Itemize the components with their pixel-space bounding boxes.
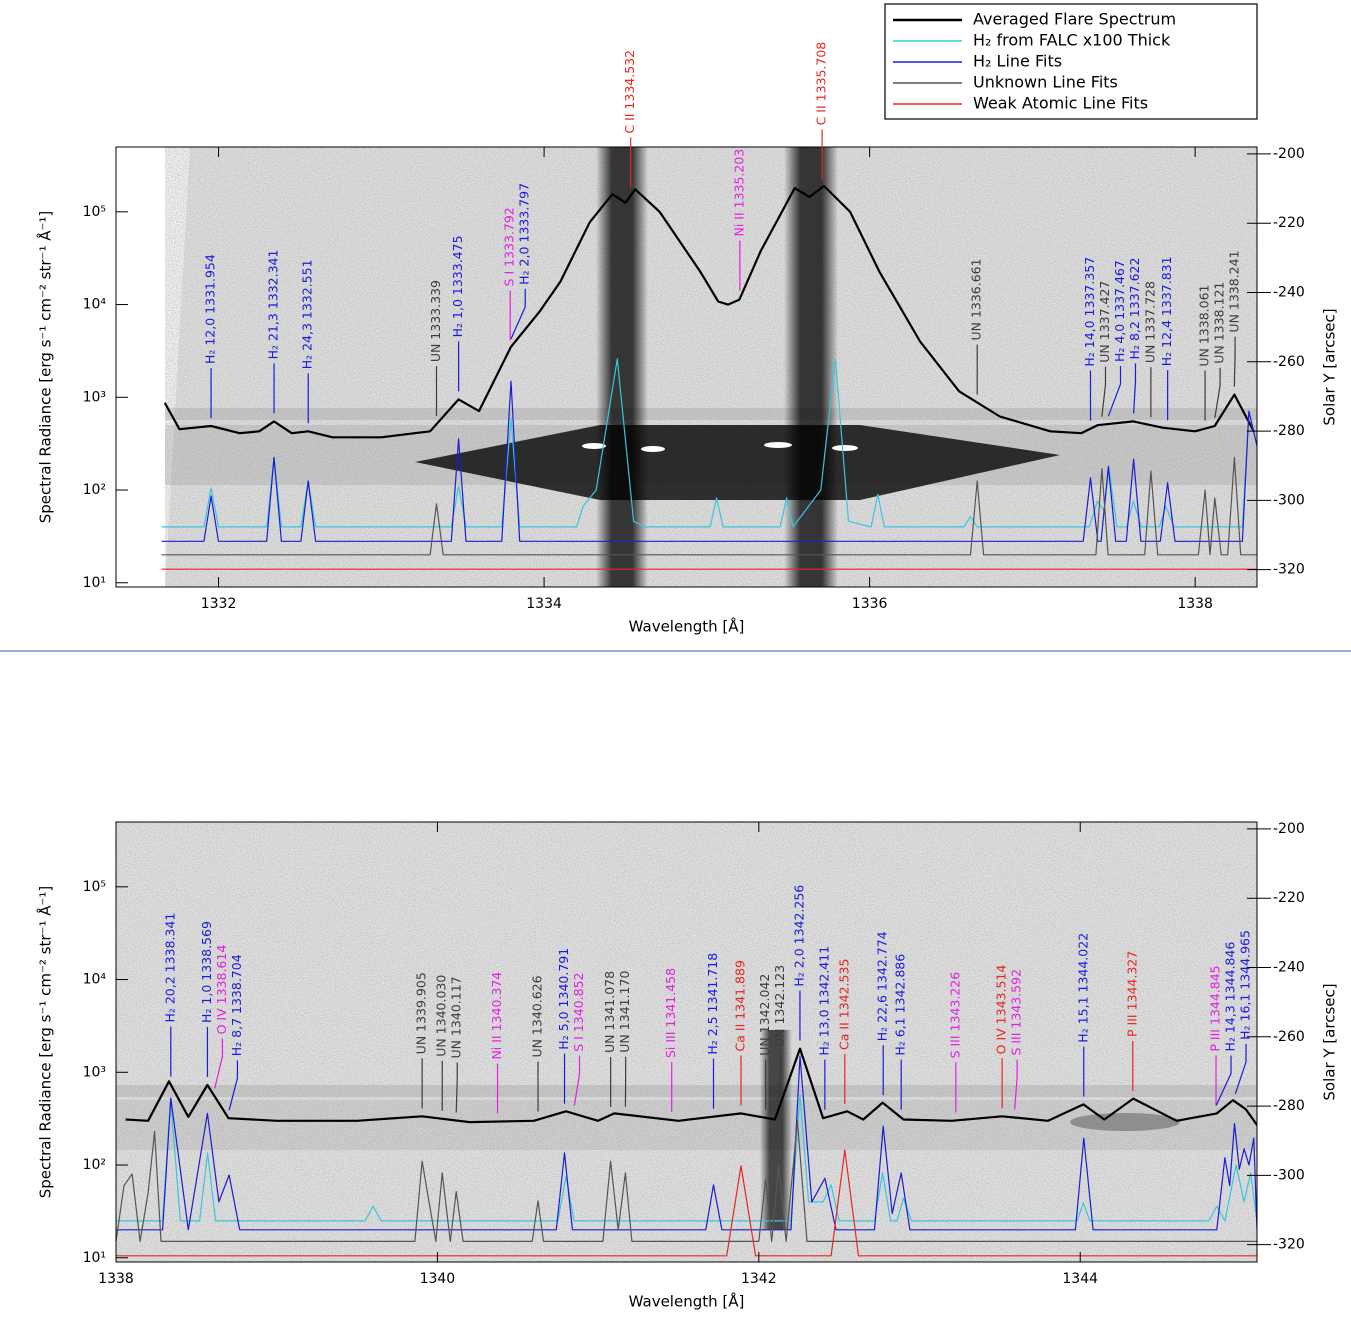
annotation-label: H₂ 2,0 1342.256 [791,885,806,987]
annotation-leader [1234,337,1235,387]
x-tick-label: 1342 [741,1271,777,1287]
y2-tick-label: -280 [1273,1098,1305,1114]
annotation-label: H₂ 2,5 1341.718 [705,953,720,1055]
annotation-label: Ni II 1335.203 [731,149,746,237]
annotation-label: O IV 1338.614 [214,945,229,1035]
y-axis-label: Spectral Radiance [erg s⁻¹ cm⁻² str⁻¹ Å⁻… [36,211,55,524]
x-tick-label: 1338 [98,1271,134,1287]
annotation-label: O IV 1343.514 [994,965,1009,1055]
annotation-label: UN 1338.121 [1212,282,1227,364]
annotation-label: UN 1342.123 [772,965,787,1047]
annotation-label: UN 1336.661 [969,258,984,340]
annotation-label: UN 1342.042 [757,974,772,1056]
x-axis-label: Wavelength [Å] [629,617,745,636]
annotation-label: S III 1343.226 [947,972,962,1059]
y-tick-label: 10¹ [83,1250,106,1266]
annotation-label: H₂ 14,3 1344.846 [1223,942,1238,1052]
annotation-label: UN 1340.117 [449,976,464,1058]
annotation-label: H₂ 6,1 1342.886 [893,954,908,1056]
legend-label: Unknown Line Fits [973,73,1118,92]
annotation-label: H₂ 1,0 1338.569 [199,921,214,1023]
y-tick-label: 10³ [83,389,106,405]
x-tick-label: 1338 [1177,596,1213,612]
annotation-label: UN 1338.241 [1227,250,1242,332]
legend-label: Weak Atomic Line Fits [973,94,1148,113]
annotation-label: H₂ 2,0 1333.797 [517,183,532,285]
annotation-label: UN 1340.626 [530,975,545,1057]
annotation-label: H₂ 13,0 1342.411 [816,946,831,1056]
y-tick-label: 10⁵ [83,204,106,220]
x-tick-label: 1336 [852,596,888,612]
y2-tick-label: -220 [1273,215,1305,231]
annotation-label: C II 1335.708 [814,42,829,126]
annotation-label: H₂ 12,0 1331.954 [203,254,218,364]
x-tick-label: 1340 [420,1271,456,1287]
annotation-label: C II 1334.532 [622,50,637,134]
y-tick-label: 10⁴ [83,297,107,313]
y2-tick-label: -320 [1273,1237,1305,1253]
x-tick-label: 1344 [1062,1271,1098,1287]
annotation-label: Ca II 1341.889 [732,960,747,1051]
y-tick-label: 10³ [83,1064,106,1080]
y-axis-label: Spectral Radiance [erg s⁻¹ cm⁻² str⁻¹ Å⁻… [36,886,55,1199]
y2-axis-label: Solar Y [arcsec] [1321,308,1339,425]
annotation-label: H₂ 4,0 1337.467 [1112,260,1127,362]
y2-axis-label: Solar Y [arcsec] [1321,983,1339,1100]
y2-tick-label: -300 [1273,492,1305,508]
annotation-label: UN 1337.728 [1142,281,1157,363]
y2-tick-label: -300 [1273,1167,1305,1183]
x-tick-label: 1332 [201,596,237,612]
annotation-label: S III 1343.592 [1009,969,1024,1056]
y2-tick-label: -280 [1273,423,1305,439]
legend-label: Averaged Flare Spectrum [973,10,1176,29]
annotation-label: H₂ 16,1 1344.965 [1238,930,1253,1040]
annotation-label: H₂ 1,0 1333.475 [450,235,465,337]
y-tick-label: 10² [83,482,106,498]
y2-tick-label: -220 [1273,890,1305,906]
y2-tick-label: -260 [1273,1029,1305,1045]
annotation-label: S I 1333.792 [502,207,517,286]
y2-tick-label: -320 [1273,562,1305,578]
y2-tick-label: -260 [1273,354,1305,370]
annotation-label: H₂ 21,3 1332.341 [266,250,281,360]
legend-label: H₂ Line Fits [973,52,1062,71]
annotation-label: P III 1344.327 [1124,951,1139,1037]
y2-tick-label: -240 [1273,285,1305,301]
annotation-label: UN 1341.078 [602,971,617,1053]
annotation-label: S I 1340.852 [571,973,586,1052]
annotation-label: UN 1339.905 [414,972,429,1054]
annotation-label: H₂ 5,0 1340.791 [556,948,571,1050]
y2-tick-label: -240 [1273,960,1305,976]
y-tick-label: 10² [83,1157,106,1173]
annotation-label: Si III 1341.458 [663,968,678,1058]
annotation-label: H₂ 8,2 1337.622 [1127,258,1142,360]
annotation-label: UN 1337.427 [1097,281,1112,363]
y-tick-label: 10¹ [83,575,106,591]
annotation-label: Ca II 1342.535 [836,959,851,1050]
x-tick-label: 1334 [526,596,562,612]
annotation-label: UN 1338.061 [1197,284,1212,366]
annotation-label: UN 1333.339 [428,280,443,362]
annotation-label: H₂ 24,3 1332.551 [300,259,315,369]
y2-tick-label: -200 [1273,821,1305,837]
x-axis-label: Wavelength [Å] [629,1292,745,1311]
annotation-label: H₂ 14,0 1337.357 [1082,257,1097,367]
annotation-label: H₂ 20,2 1338.341 [162,913,177,1023]
annotation-label: H₂ 15,1 1344.022 [1075,933,1090,1043]
legend: Averaged Flare Spectrum H₂ from FALC x100… [885,4,1257,119]
annotation-label: UN 1340.030 [434,975,449,1057]
y-tick-label: 10⁵ [83,879,106,895]
annotation-label: Ni II 1340.374 [489,972,504,1060]
legend-label: H₂ from FALC x100 Thick [973,31,1171,50]
annotation-label: H₂ 22,6 1342.774 [875,931,890,1041]
y-tick-label: 10⁴ [83,972,107,988]
y2-tick-label: -200 [1273,146,1305,162]
annotation-label: H₂ 12,4 1337.831 [1159,256,1174,366]
annotation-label: UN 1341.170 [617,971,632,1053]
annotation-label: P III 1344.845 [1208,965,1223,1051]
annotation-label: H₂ 8,7 1338.704 [229,954,244,1056]
